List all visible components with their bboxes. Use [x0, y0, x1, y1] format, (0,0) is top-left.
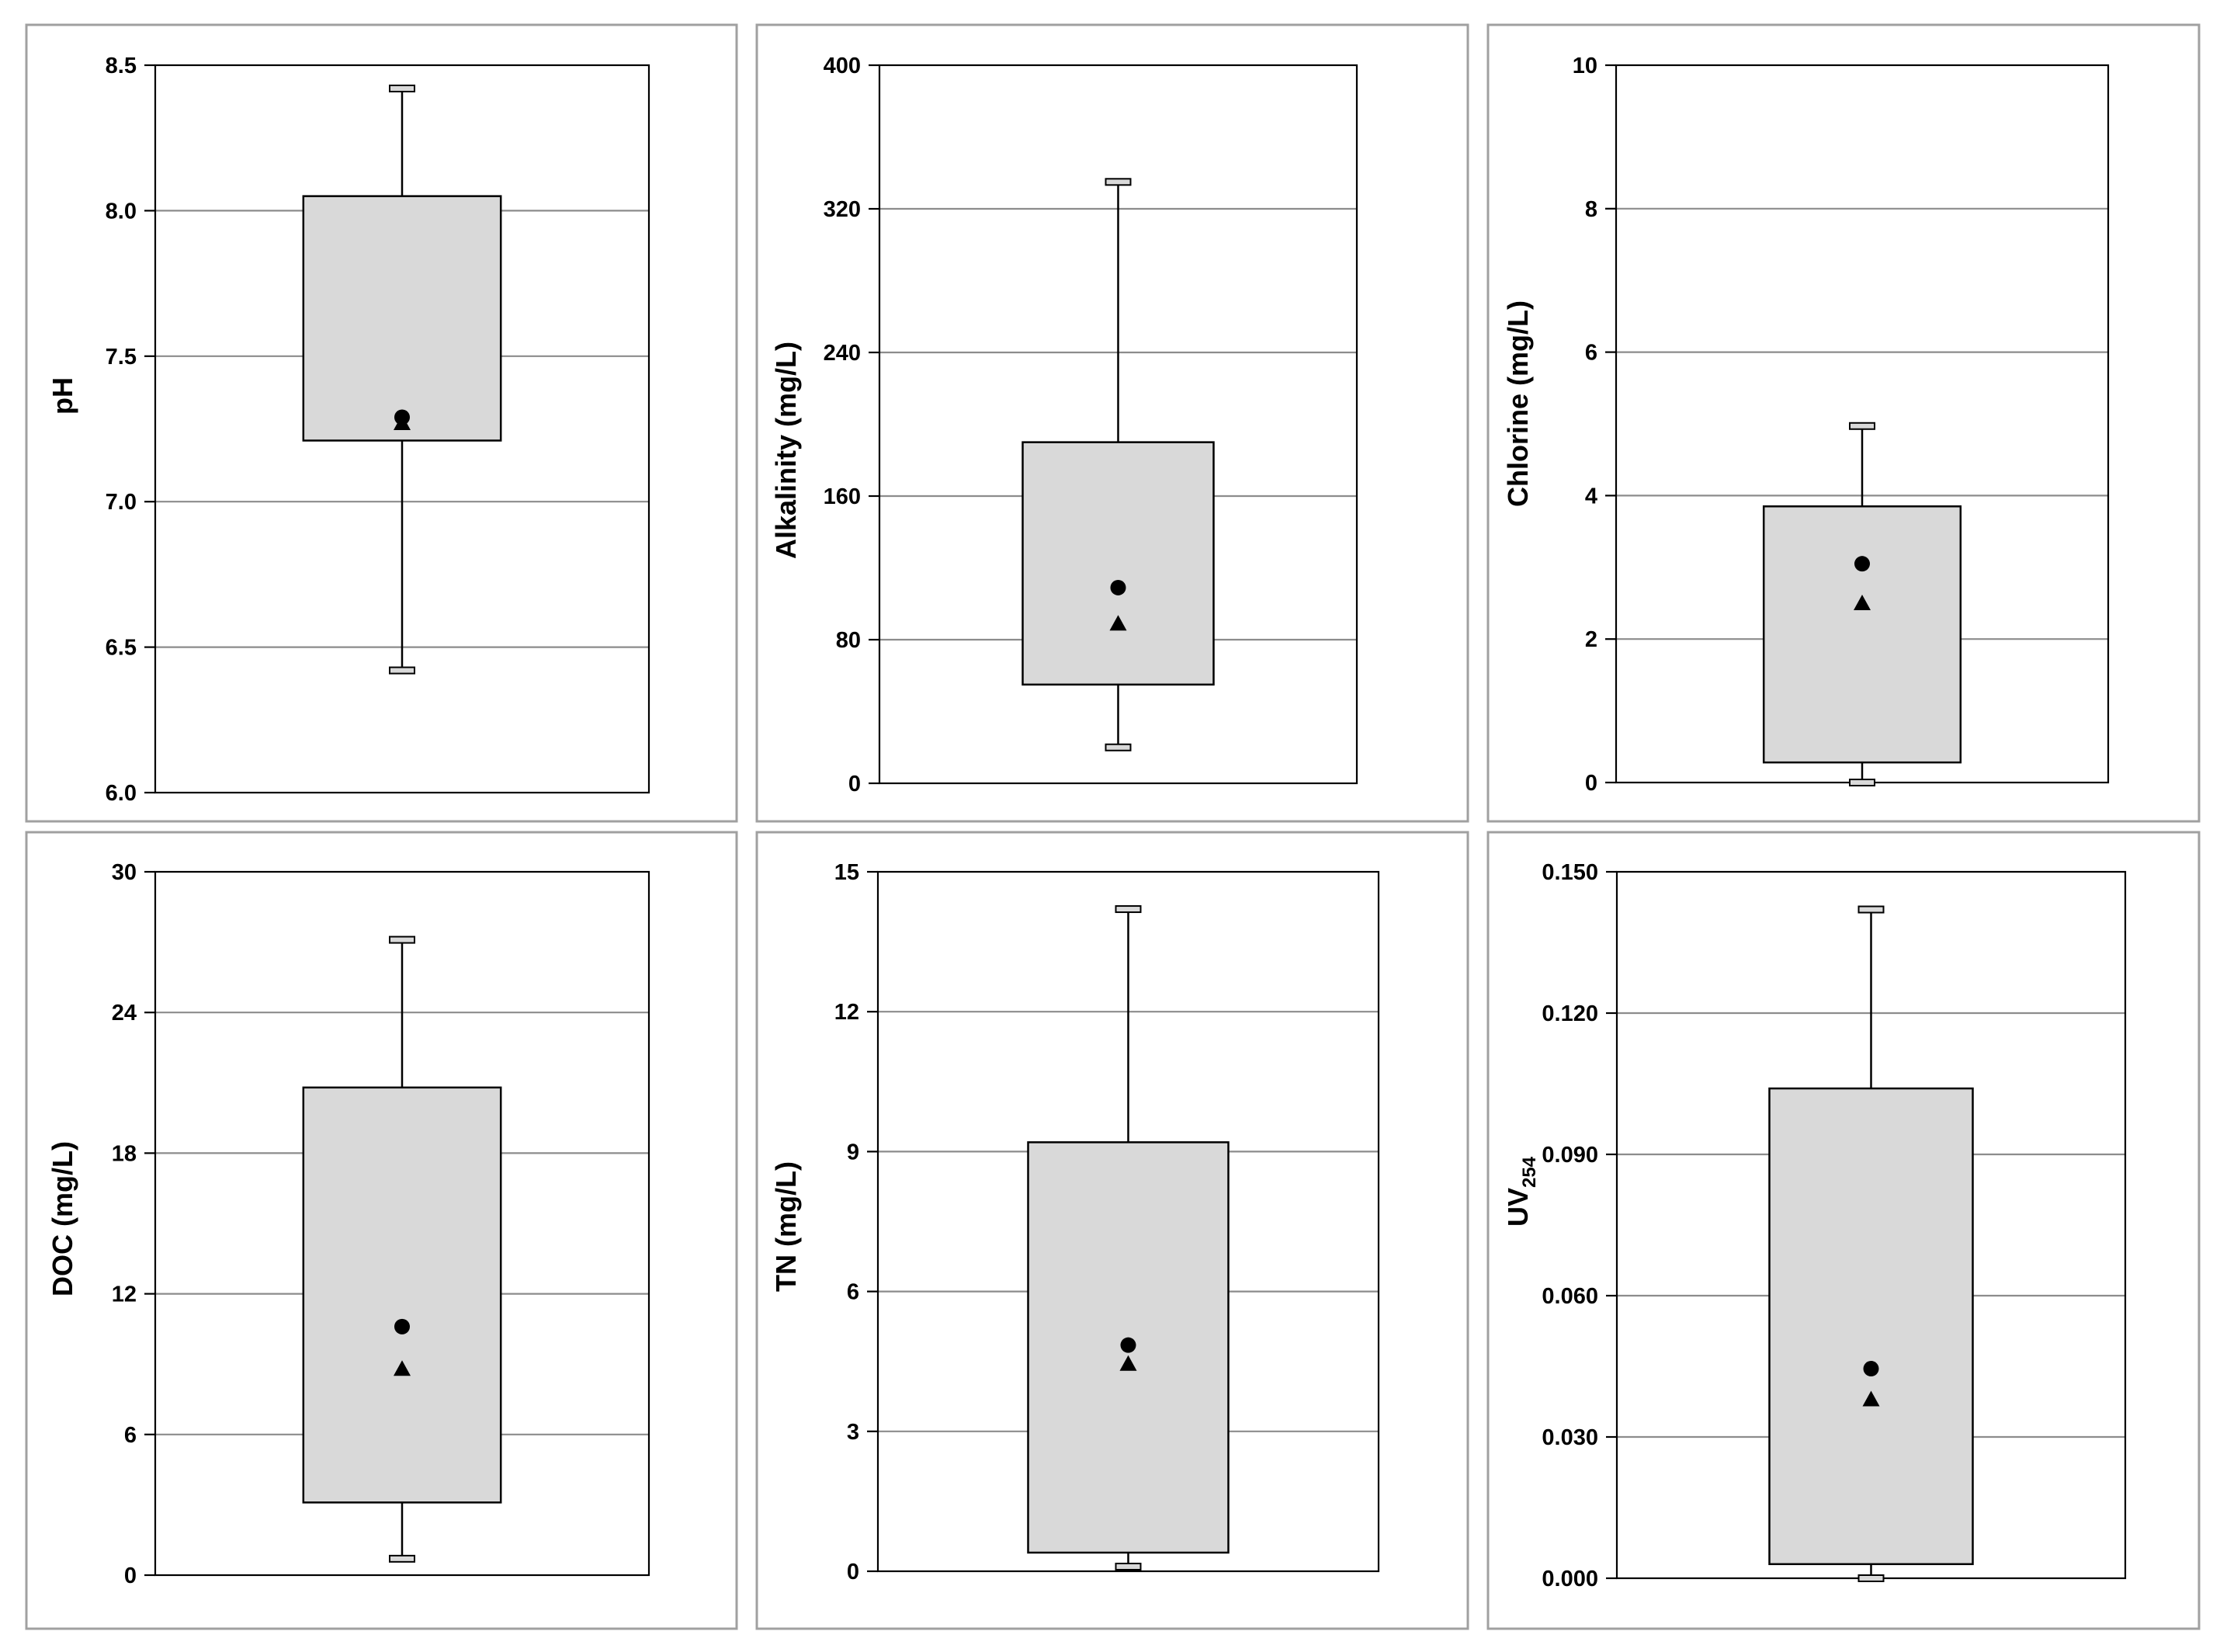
whisker-cap-high — [389, 84, 415, 92]
median-marker — [1119, 1355, 1137, 1371]
y-axis-label-text: Alkalinity (mg/L) — [770, 342, 802, 559]
y-tick-label: 24 — [112, 1001, 137, 1026]
plot-area — [878, 64, 1358, 785]
y-tick-label: 8.5 — [106, 54, 137, 78]
y-tick-label: 6.0 — [106, 781, 137, 806]
y-axis-label: TN (mg/L) — [770, 1161, 802, 1292]
y-tick-label: 0.090 — [1542, 1143, 1598, 1168]
y-axis-label: DOC (mg/L) — [47, 1141, 78, 1296]
y-axis-label: Chlorine (mg/L) — [1502, 300, 1534, 507]
whisker-cap-low — [1105, 743, 1132, 751]
whisker-cap-low — [1857, 1574, 1885, 1582]
y-tick-label: 7.5 — [106, 345, 137, 370]
box-iqr — [1768, 1087, 1974, 1566]
panel-3: 0 2 4 6 8 10 Chlorine (mg/L) — [1486, 23, 2201, 823]
y-tick-label: 3 — [847, 1420, 859, 1445]
box-iqr — [1762, 505, 1962, 764]
y-axis-label-text: TN (mg/L) — [770, 1161, 802, 1292]
y-tick-label: 15 — [834, 860, 859, 885]
whisker-cap-low — [1849, 779, 1875, 786]
y-tick-label: 0.030 — [1542, 1425, 1598, 1450]
whisker-cap-high — [1115, 905, 1142, 914]
whisker-cap-low — [1115, 1562, 1142, 1570]
y-axis-label-subscript: 254 — [1519, 1156, 1540, 1188]
panel-frame — [755, 23, 1469, 823]
y-tick-label: 6 — [1585, 341, 1597, 366]
y-tick-label: 400 — [824, 54, 861, 78]
y-axis-label-text: pH — [47, 377, 78, 415]
plot-area — [876, 870, 1380, 1573]
y-tick-label: 0.000 — [1542, 1567, 1598, 1591]
y-tick-label: 18 — [112, 1141, 137, 1166]
y-tick-label: 0.150 — [1542, 860, 1598, 885]
panel-5: 0 3 6 9 12 15 TN (mg/L) — [755, 831, 1469, 1630]
box-iqr — [1022, 441, 1215, 686]
whisker-cap-high — [1105, 178, 1132, 186]
y-tick-label: 160 — [824, 484, 861, 509]
mean-marker — [1110, 579, 1126, 595]
y-axis-label-text: UV — [1502, 1188, 1534, 1227]
y-tick-label: 4 — [1585, 484, 1597, 508]
y-tick-label: 6 — [847, 1280, 859, 1305]
median-marker — [1854, 595, 1871, 610]
y-tick-label: 6 — [124, 1423, 137, 1448]
plot-area — [154, 870, 650, 1577]
y-axis-label: Alkalinity (mg/L) — [770, 342, 802, 559]
y-tick-label: 0.120 — [1542, 1001, 1598, 1026]
plot-area — [154, 64, 650, 794]
y-tick-label: 8 — [1585, 197, 1597, 222]
y-tick-label: 320 — [824, 197, 861, 222]
panel-4: 0 6 12 18 24 30 DOC (mg/L) — [25, 831, 738, 1630]
whisker-cap-high — [1857, 905, 1885, 914]
y-tick-label: 2 — [1585, 627, 1597, 652]
panel-2: 0 80 160 240 320 400 Alkalinity (mg/L) — [755, 23, 1469, 823]
y-tick-label: 12 — [834, 1000, 859, 1025]
y-tick-label: 80 — [836, 628, 861, 653]
median-marker — [1862, 1390, 1880, 1407]
y-tick-label: 30 — [112, 860, 137, 885]
y-tick-label: 0.060 — [1542, 1284, 1598, 1309]
y-tick-label: 9 — [847, 1140, 859, 1164]
y-tick-label: 0 — [1585, 771, 1597, 796]
whisker-cap-low — [389, 666, 415, 675]
panel-1: 6.0 6.5 7.0 7.5 8.0 8.5 pH — [25, 23, 738, 823]
mean-marker — [394, 1318, 410, 1334]
y-tick-label: 12 — [112, 1282, 137, 1307]
mean-marker — [1120, 1337, 1136, 1353]
whisker-cap-low — [389, 1554, 415, 1563]
mean-marker — [1854, 556, 1870, 572]
y-axis-label-text: Chlorine (mg/L) — [1502, 300, 1534, 507]
panel-6: 0.000 0.030 0.060 0.090 0.120 0.150 UV254 — [1486, 831, 2201, 1630]
y-tick-label: 6.5 — [106, 636, 137, 661]
y-tick-label: 0 — [847, 1560, 859, 1584]
y-tick-label: 0 — [848, 772, 861, 796]
y-tick-label: 0 — [124, 1564, 137, 1588]
box-iqr — [302, 195, 502, 442]
y-tick-label: 7.0 — [106, 490, 137, 515]
median-marker — [394, 415, 411, 431]
y-tick-label: 240 — [824, 341, 861, 366]
box-iqr — [302, 1086, 502, 1504]
mean-marker — [1863, 1361, 1879, 1377]
y-tick-label: 8.0 — [106, 199, 137, 224]
whisker-cap-high — [389, 935, 415, 944]
median-marker — [1109, 615, 1127, 631]
y-axis-label-text: DOC (mg/L) — [47, 1141, 78, 1296]
y-axis-label: pH — [47, 377, 78, 415]
whisker-cap-high — [1849, 422, 1875, 430]
median-marker — [394, 1360, 411, 1376]
y-axis-label: UV254 — [1502, 1156, 1540, 1227]
y-tick-label: 10 — [1573, 54, 1597, 78]
